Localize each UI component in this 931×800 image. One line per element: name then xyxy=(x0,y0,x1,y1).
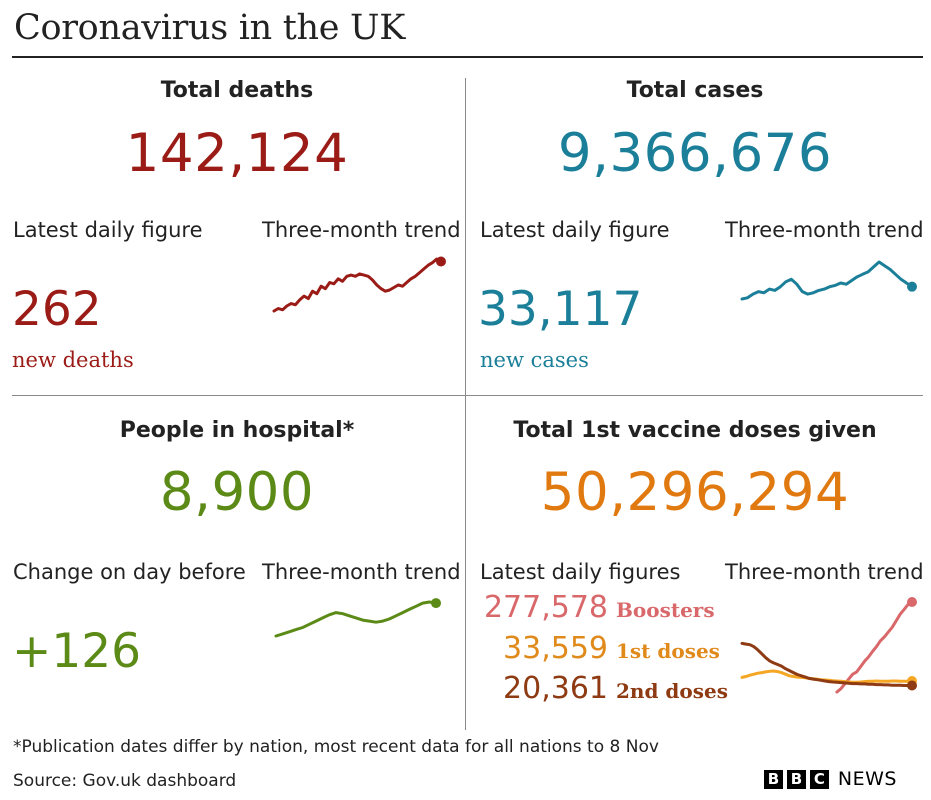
second-doses-value: 20,361 xyxy=(503,671,608,706)
deaths-title: Total deaths xyxy=(160,78,314,103)
deaths-trend-line xyxy=(272,257,443,313)
cases-daily-label: Latest daily figure xyxy=(480,218,670,242)
hospital-title: People in hospital* xyxy=(119,418,355,443)
footnote: *Publication dates differ by nation, mos… xyxy=(13,737,659,757)
deaths-daily-value: 262 xyxy=(12,282,102,337)
row-divider xyxy=(12,395,923,396)
2nd-doses-line xyxy=(740,641,914,687)
title-divider xyxy=(12,56,923,58)
boosters-label: Boosters xyxy=(616,598,715,622)
first-doses-value: 33,559 xyxy=(503,631,608,666)
bbc-logo-word: NEWS xyxy=(837,768,897,790)
page-title: Coronavirus in the UK xyxy=(14,8,406,48)
vaccine-total: 50,296,294 xyxy=(540,462,850,523)
vaccine-trend-chart xyxy=(740,597,917,694)
deaths-total: 142,124 xyxy=(125,123,349,184)
hospital-trend-line xyxy=(274,600,438,638)
cases-trend-line xyxy=(740,260,914,301)
boosters-line xyxy=(835,600,914,694)
bbc-news-logo: B B C NEWS xyxy=(763,768,897,790)
deaths-trend-end-point xyxy=(436,256,446,267)
2nd-doses-end-point xyxy=(907,680,917,691)
hospital-trend-chart xyxy=(274,598,441,638)
boosters-end-point xyxy=(907,597,917,607)
bbc-logo-letter: B xyxy=(763,769,783,789)
deaths-trend-label: Three-month trend xyxy=(262,218,461,242)
vaccine-trend-label: Three-month trend xyxy=(725,560,924,584)
cases-title: Total cases xyxy=(626,78,764,103)
deaths-trend-chart xyxy=(272,256,446,313)
cases-daily-value: 33,117 xyxy=(478,282,643,337)
bbc-logo-letter: C xyxy=(809,769,829,789)
hospital-daily-label: Change on day before xyxy=(13,560,246,584)
hospital-trend-end-point xyxy=(431,598,441,609)
vaccine-daily-label: Latest daily figures xyxy=(480,560,681,584)
cases-daily-sublabel: new cases xyxy=(480,348,589,372)
cases-trend-chart xyxy=(740,260,917,301)
cases-trend-end-point xyxy=(907,281,917,292)
hospital-total: 8,900 xyxy=(159,462,315,523)
hospital-daily-value: +126 xyxy=(12,624,142,679)
deaths-daily-sublabel: new deaths xyxy=(12,348,134,372)
second-doses-label: 2nd doses xyxy=(616,679,728,703)
cases-trend-label: Three-month trend xyxy=(725,218,924,242)
source-note: Source: Gov.uk dashboard xyxy=(13,771,237,791)
bbc-logo-letter: B xyxy=(786,769,806,789)
deaths-daily-label: Latest daily figure xyxy=(13,218,203,242)
hospital-trend-label: Three-month trend xyxy=(262,560,461,584)
boosters-value: 277,578 xyxy=(483,590,608,625)
vaccine-title: Total 1st vaccine doses given xyxy=(513,418,877,443)
column-divider xyxy=(465,78,466,730)
first-doses-label: 1st doses xyxy=(616,639,720,663)
cases-total: 9,366,676 xyxy=(557,123,833,184)
